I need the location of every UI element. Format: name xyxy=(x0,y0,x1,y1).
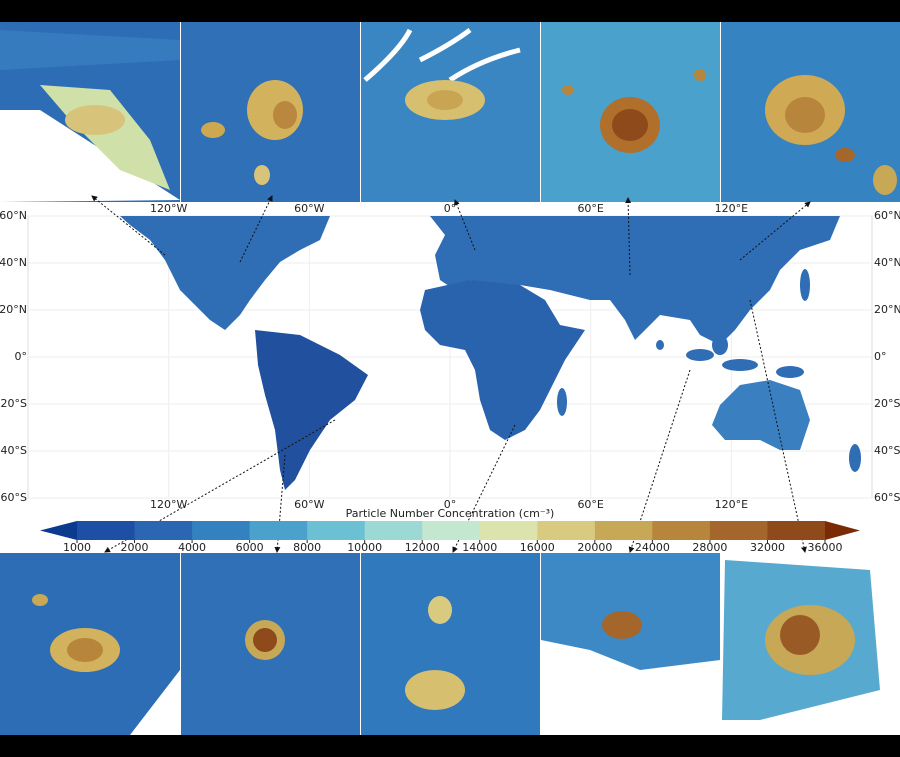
colorbar-tick-label: 36000 xyxy=(808,541,843,554)
colorbar-extend-min xyxy=(40,521,77,540)
colorbar-segment xyxy=(709,521,768,540)
y-tick-label: 0° xyxy=(874,350,887,363)
top-bar xyxy=(0,0,900,22)
colorbar-segment xyxy=(307,521,366,540)
x-tick-label: 120°W xyxy=(150,498,187,511)
colorbar-extend-max xyxy=(825,521,860,540)
colorbar-tick-label: 20000 xyxy=(577,541,612,554)
x-tick-label: 60°E xyxy=(577,498,603,511)
x-tick-label: 60°W xyxy=(294,202,324,215)
colorbar-segment xyxy=(422,521,481,540)
colorbar-segment xyxy=(364,521,423,540)
x-tick-label: 120°W xyxy=(150,202,187,215)
y-tick-label: 40°S xyxy=(1,444,27,457)
y-tick-label: 20°N xyxy=(0,303,27,316)
y-tick-label: 40°N xyxy=(0,256,27,269)
colorbar-segment xyxy=(479,521,538,540)
x-tick-label: 120°E xyxy=(715,202,748,215)
colorbar-segment xyxy=(134,521,193,540)
colorbar-tick-label: 2000 xyxy=(121,541,149,554)
colorbar-tick-label: 24000 xyxy=(635,541,670,554)
colorbar-segment xyxy=(537,521,596,540)
colorbar-segment xyxy=(249,521,308,540)
y-tick-label: 20°S xyxy=(1,397,27,410)
y-tick-label: 0° xyxy=(15,350,28,363)
colorbar-tick-label: 16000 xyxy=(520,541,555,554)
colorbar-tick-label: 8000 xyxy=(293,541,321,554)
colorbar-segment xyxy=(192,521,251,540)
y-tick-label: 40°N xyxy=(874,256,900,269)
colorbar-segment xyxy=(652,521,711,540)
x-tick-label: 0° xyxy=(444,498,457,511)
y-tick-label: 20°S xyxy=(874,397,900,410)
colorbar-tick-label: 32000 xyxy=(750,541,785,554)
land xyxy=(120,216,861,490)
colorbar-label: Particle Number Concentration (cm⁻³) xyxy=(346,507,555,520)
colorbar-segment xyxy=(594,521,653,540)
colorbar-segment xyxy=(77,521,136,540)
x-tick-label: 60°E xyxy=(577,202,603,215)
colorbar-tick-label: 6000 xyxy=(236,541,264,554)
colorbar-tick-label: 10000 xyxy=(347,541,382,554)
y-tick-label: 60°N xyxy=(0,209,27,222)
y-tick-label: 20°N xyxy=(874,303,900,316)
x-tick-label: 120°E xyxy=(715,498,748,511)
colorbar: 1000 2000 4000 6000 8000 10000 12000 14000 16000… xyxy=(40,521,860,554)
colorbar-tick-label: 12000 xyxy=(405,541,440,554)
y-tick-label: 60°S xyxy=(1,491,27,504)
colorbar-segment xyxy=(767,521,826,540)
colorbar-tick-label: 14000 xyxy=(462,541,497,554)
x-tick-label: 0° xyxy=(444,202,457,215)
colorbar-tick-label: 1000 xyxy=(63,541,91,554)
y-tick-label: 60°S xyxy=(874,491,900,504)
bottom-insets xyxy=(0,553,900,735)
bottom-bar xyxy=(0,735,900,757)
colorbar-tick-label: 4000 xyxy=(178,541,206,554)
x-tick-label: 60°W xyxy=(294,498,324,511)
colorbar-tick-label: 28000 xyxy=(692,541,727,554)
y-tick-label: 60°N xyxy=(874,209,900,222)
y-tick-label: 40°S xyxy=(874,444,900,457)
top-insets xyxy=(0,22,900,202)
